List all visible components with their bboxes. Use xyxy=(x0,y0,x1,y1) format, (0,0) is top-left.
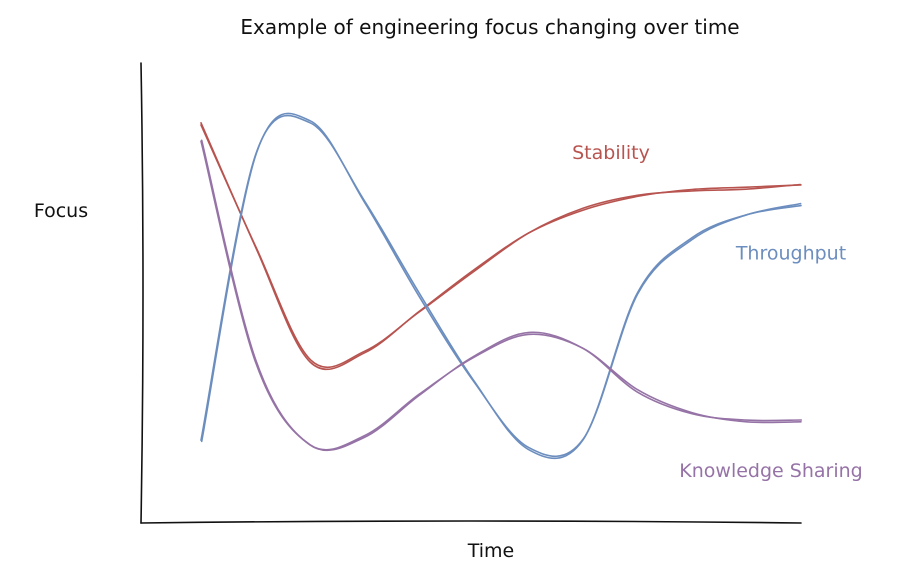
x-axis-line xyxy=(140,520,802,524)
series-layer xyxy=(200,112,803,460)
x-axis-label: Time xyxy=(467,540,515,562)
series-line-stability xyxy=(200,122,802,371)
series-line-knowledge-sharing-sketch xyxy=(200,139,803,452)
series-label-layer: Stability Throughput Knowledge Sharing xyxy=(572,142,863,482)
series-line-stability-sketch xyxy=(200,124,801,369)
series-line-throughput xyxy=(200,114,802,460)
y-axis-label: Focus xyxy=(34,200,88,222)
series-label-stability: Stability xyxy=(572,142,650,164)
chart-title: Example of engineering focus changing ov… xyxy=(240,15,739,39)
series-line-knowledge-sharing xyxy=(200,140,802,451)
series-label-knowledge-sharing: Knowledge Sharing xyxy=(679,460,862,482)
series-label-throughput: Throughput xyxy=(735,243,846,265)
y-axis-line xyxy=(140,62,144,524)
series-line-throughput-sketch xyxy=(200,112,802,457)
